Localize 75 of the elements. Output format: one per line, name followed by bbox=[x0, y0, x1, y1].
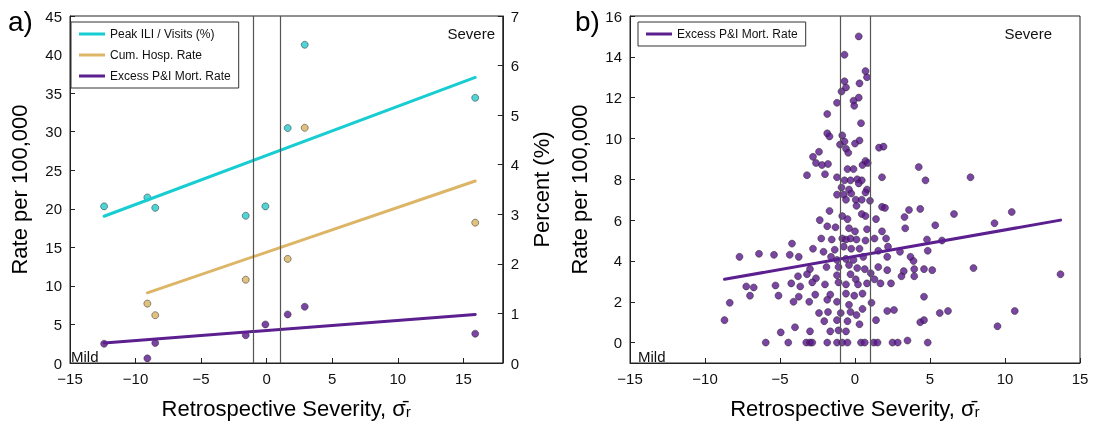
y-tick-label: 35 bbox=[45, 84, 62, 102]
annotation: Mild bbox=[71, 348, 99, 365]
y-tick-label: 12 bbox=[605, 89, 622, 107]
y-tick-label: 20 bbox=[45, 200, 62, 218]
chart-title: a) bbox=[8, 5, 33, 37]
y-tick-label: 14 bbox=[605, 48, 622, 66]
y2-tick-label: 2 bbox=[510, 255, 520, 273]
y-tick-label: 6 bbox=[613, 211, 622, 229]
x-tick-label: −5 bbox=[192, 370, 210, 387]
y-tick-label: 10 bbox=[45, 277, 62, 295]
point bbox=[283, 124, 292, 132]
y2-tick-label: 0 bbox=[510, 354, 520, 372]
y-tick-label: 40 bbox=[45, 46, 62, 64]
y2-tick-label: 7 bbox=[510, 7, 520, 25]
y-tick-label: 30 bbox=[45, 123, 62, 141]
y-axis-title: Rate per 100,000 bbox=[6, 104, 32, 275]
legend-label: Cum. Hosp. Rate bbox=[110, 48, 203, 62]
point bbox=[300, 124, 309, 132]
x-tick-label: 5 bbox=[328, 370, 337, 387]
y-tick-label: 5 bbox=[53, 315, 62, 333]
point bbox=[151, 204, 160, 212]
y-axis-title: Rate per 100,000 bbox=[566, 104, 592, 275]
point bbox=[100, 202, 108, 211]
y-tick-label: 16 bbox=[605, 7, 622, 25]
x-tick-label: 0 bbox=[850, 370, 860, 387]
legend-label: Excess P&I Mort. Rate bbox=[677, 27, 799, 41]
y-tick-label: 8 bbox=[613, 170, 622, 188]
point bbox=[151, 339, 160, 347]
point bbox=[151, 311, 160, 319]
point bbox=[471, 218, 480, 227]
y2-tick-label: 4 bbox=[510, 156, 520, 174]
y-tick-label: 2 bbox=[613, 293, 622, 311]
x-tick-label: 15 bbox=[455, 370, 472, 387]
annotation: Severe bbox=[447, 25, 495, 42]
x-tick-label: −15 bbox=[617, 370, 643, 387]
x-tick-label: −10 bbox=[122, 370, 149, 387]
point bbox=[283, 255, 292, 263]
x-tick-label: −5 bbox=[771, 370, 789, 387]
y-tick-label: 45 bbox=[45, 7, 62, 25]
x-tick-label: −10 bbox=[692, 370, 718, 387]
y-tick-label: 15 bbox=[45, 238, 62, 256]
y-tick-label: 4 bbox=[613, 252, 622, 270]
legend-label: Excess P&I Mort. Rate bbox=[110, 69, 232, 83]
point bbox=[261, 202, 270, 211]
x-tick-label: 5 bbox=[925, 370, 935, 387]
x-tick-label: 10 bbox=[996, 370, 1014, 387]
point bbox=[261, 320, 270, 329]
y2-tick-label: 6 bbox=[510, 57, 520, 75]
y2-axis-title: Percent (%) bbox=[528, 131, 554, 248]
point bbox=[241, 211, 250, 220]
x-tick-label: 10 bbox=[389, 370, 407, 387]
point bbox=[471, 93, 480, 102]
point bbox=[300, 302, 309, 311]
point bbox=[143, 299, 152, 308]
y-tick-label: 0 bbox=[53, 354, 62, 372]
point bbox=[143, 354, 152, 363]
y-tick-label: 10 bbox=[605, 129, 622, 147]
point bbox=[241, 275, 250, 284]
point bbox=[300, 40, 309, 49]
x-tick-label: −15 bbox=[57, 370, 83, 387]
x-tick-label: 0 bbox=[262, 370, 271, 387]
chart-title: b) bbox=[575, 5, 600, 37]
y-tick-label: 0 bbox=[613, 334, 622, 352]
annotation: Mild bbox=[638, 348, 666, 365]
y2-tick-label: 5 bbox=[510, 106, 520, 124]
y-tick-label: 25 bbox=[45, 161, 62, 179]
annotation: Severe bbox=[1004, 25, 1052, 42]
y2-tick-label: 3 bbox=[510, 205, 520, 223]
legend-label: Peak ILI / Visits (%) bbox=[110, 27, 215, 41]
x-tick-label: 15 bbox=[1071, 370, 1089, 387]
x-axis-title: Retrospective Severity, σ̄ᵣ bbox=[161, 395, 412, 421]
point bbox=[283, 310, 292, 319]
x-axis-title: Retrospective Severity, σ̄ᵣ bbox=[730, 395, 980, 421]
point bbox=[471, 329, 480, 338]
y2-tick-label: 1 bbox=[510, 304, 520, 322]
